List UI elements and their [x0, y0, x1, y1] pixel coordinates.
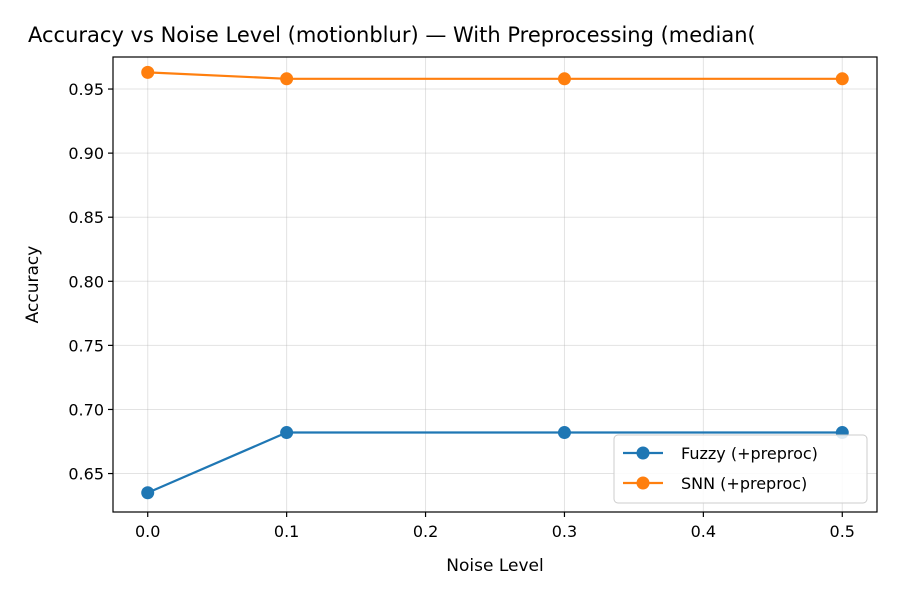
y-tick-label: 0.70 — [68, 400, 104, 419]
legend-marker — [636, 476, 650, 490]
series-layer — [141, 65, 849, 500]
data-point — [141, 65, 155, 79]
data-point — [557, 72, 571, 86]
series-line — [147, 71, 843, 80]
data-point — [141, 486, 155, 500]
x-axis: 0.0 0.1 0.2 0.3 0.4 0.5 — [135, 512, 855, 541]
legend-marker — [636, 446, 650, 460]
chart-title: Accuracy vs Noise Level (motionblur) — W… — [28, 23, 756, 47]
x-tick-label: 0.0 — [135, 522, 160, 541]
legend-item: Fuzzy (+preproc) — [623, 444, 818, 463]
legend: Fuzzy (+preproc) SNN (+preproc) — [613, 434, 868, 504]
x-tick-label: 0.2 — [413, 522, 438, 541]
y-axis: 0.65 0.70 0.75 0.80 0.85 0.90 0.95 — [68, 80, 113, 484]
series-line — [147, 431, 843, 494]
y-tick-label: 0.85 — [68, 208, 104, 227]
x-axis-label: Noise Level — [446, 556, 543, 576]
data-point — [557, 426, 571, 440]
data-point — [835, 72, 849, 86]
legend-label: SNN (+preproc) — [681, 474, 807, 493]
y-tick-label: 0.80 — [68, 272, 104, 291]
x-tick-label: 0.1 — [274, 522, 299, 541]
data-point — [280, 72, 294, 86]
y-tick-label: 0.75 — [68, 336, 104, 355]
y-tick-label: 0.95 — [68, 80, 104, 99]
y-axis-label: Accuracy — [23, 246, 43, 324]
legend-box — [613, 434, 868, 504]
series-2 — [141, 65, 849, 86]
plot-frame — [112, 56, 878, 513]
grid — [113, 57, 877, 512]
x-tick-label: 0.5 — [830, 522, 855, 541]
y-tick-label: 0.90 — [68, 144, 104, 163]
x-tick-label: 0.3 — [552, 522, 577, 541]
data-point — [280, 426, 294, 440]
legend-label: Fuzzy (+preproc) — [681, 444, 818, 463]
y-tick-label: 0.65 — [68, 465, 104, 484]
x-tick-label: 0.4 — [691, 522, 716, 541]
legend-item: SNN (+preproc) — [623, 474, 807, 493]
